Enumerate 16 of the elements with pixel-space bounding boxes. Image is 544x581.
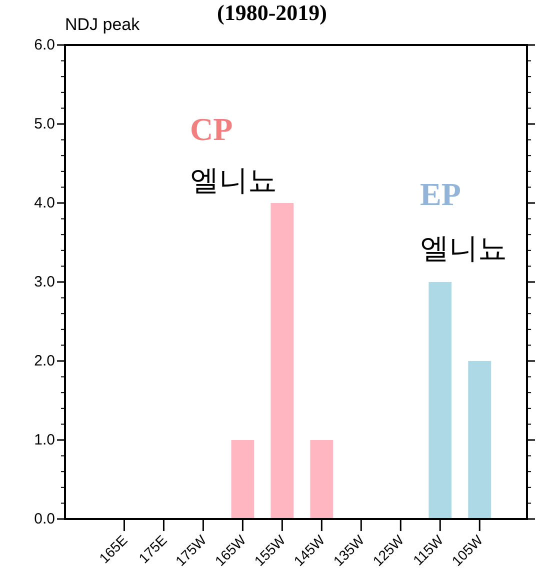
chart-title: (1980-2019): [217, 0, 327, 25]
bar: [468, 361, 492, 519]
y-tick-label: 6.0: [34, 36, 55, 54]
annotation: EP 엘니뇨: [420, 176, 507, 265]
y-tick-label: 5.0: [34, 116, 55, 132]
y-tick-label: 4.0: [34, 194, 55, 212]
bar: [270, 203, 294, 519]
y-tick-label: 0.0: [34, 510, 55, 528]
annotation: CP 엘니뇨: [190, 111, 277, 197]
y-tick-label: 2.0: [34, 352, 55, 370]
bar: [231, 440, 254, 519]
y-tick-label: 3.0: [34, 274, 55, 290]
bar: [310, 440, 334, 519]
chart-subtitle: NDJ peak: [65, 15, 140, 34]
y-tick-label: 1.0: [34, 432, 55, 448]
bar: [428, 282, 452, 519]
